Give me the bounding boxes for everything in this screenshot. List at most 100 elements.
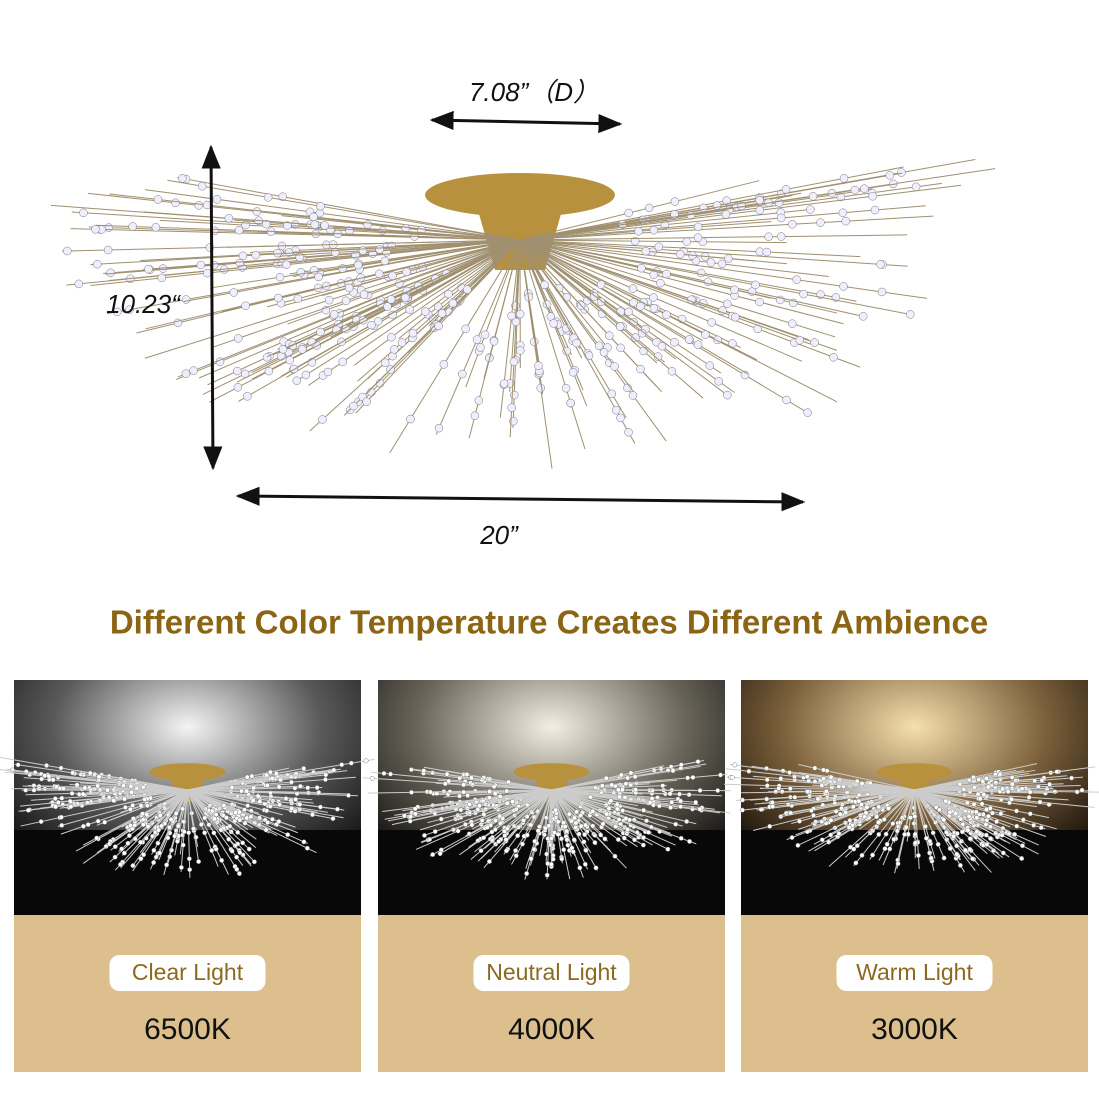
crystal xyxy=(600,821,606,827)
crystal xyxy=(202,830,208,836)
crystal xyxy=(510,799,515,805)
panels: Clear Light 6500K Neutral Light 4000K Warm L… xyxy=(0,680,1099,1072)
crystal xyxy=(986,813,991,819)
crystal xyxy=(548,861,554,867)
wire xyxy=(759,787,915,791)
crystal xyxy=(788,319,797,328)
crystal xyxy=(941,855,947,861)
crystal xyxy=(678,835,684,841)
crystal xyxy=(636,302,645,311)
crystal xyxy=(853,860,859,866)
crystal xyxy=(1020,843,1025,849)
crystal xyxy=(543,825,548,831)
crystal xyxy=(181,295,191,304)
crystal xyxy=(782,395,791,405)
canopy xyxy=(876,763,953,781)
crystal xyxy=(625,826,631,832)
crystal xyxy=(246,846,252,852)
wire xyxy=(511,789,552,865)
crystal xyxy=(322,777,328,783)
crystal xyxy=(947,809,953,815)
crystal xyxy=(74,279,84,289)
crystal xyxy=(572,338,581,348)
crystal xyxy=(967,846,973,852)
crystal xyxy=(277,802,283,808)
crystal xyxy=(614,801,620,807)
crystal xyxy=(649,293,658,302)
wire xyxy=(174,789,188,856)
crystal xyxy=(296,267,306,277)
crystal xyxy=(706,258,716,267)
wire xyxy=(914,789,1069,801)
crystal xyxy=(223,815,229,821)
crystal xyxy=(74,782,80,788)
crystal xyxy=(317,804,323,810)
crystal xyxy=(667,366,677,376)
crystal xyxy=(430,852,436,857)
panel-temperature: 6500K xyxy=(144,1013,231,1046)
crystal xyxy=(464,772,470,777)
crystal xyxy=(164,862,170,868)
wire xyxy=(914,789,988,855)
crystal xyxy=(656,803,662,809)
crystal xyxy=(805,789,810,795)
crystal xyxy=(943,829,949,835)
crystal xyxy=(221,802,227,808)
crystal xyxy=(961,786,967,792)
crystal xyxy=(714,377,723,386)
crystal xyxy=(58,765,64,771)
crystal xyxy=(490,838,495,844)
crystal xyxy=(859,781,865,786)
crystal xyxy=(381,770,387,776)
crystal xyxy=(127,806,133,812)
crystal xyxy=(780,768,786,774)
wire xyxy=(519,166,904,241)
crystal xyxy=(524,832,530,838)
crystal xyxy=(816,218,825,227)
crystal xyxy=(1079,787,1085,793)
crystal xyxy=(234,334,243,343)
crystal xyxy=(524,871,530,876)
crystal xyxy=(106,268,115,278)
panel-label: Warm Light xyxy=(856,959,973,985)
crystal xyxy=(634,227,643,236)
wire xyxy=(19,789,188,807)
crystal xyxy=(821,767,826,773)
crystal xyxy=(555,819,561,825)
crystal xyxy=(314,272,323,282)
crystal xyxy=(1000,850,1006,856)
wire xyxy=(914,789,974,860)
crystal xyxy=(599,783,605,789)
crystal xyxy=(189,366,198,375)
crystal xyxy=(838,208,848,218)
crystal xyxy=(316,790,322,795)
crystal xyxy=(549,319,558,328)
crystal xyxy=(564,837,570,843)
canopy xyxy=(425,173,615,217)
crystal xyxy=(273,248,282,258)
wire xyxy=(480,789,552,859)
crystal xyxy=(667,791,673,797)
crystal xyxy=(513,806,519,812)
wire xyxy=(551,789,589,870)
crystal xyxy=(38,819,44,825)
crystal xyxy=(603,775,609,781)
crystal xyxy=(598,789,604,795)
crystal xyxy=(472,335,482,344)
crystal xyxy=(504,788,510,794)
heading: Different Color Temperature Creates Diff… xyxy=(110,604,988,641)
wire xyxy=(446,770,552,791)
crystal xyxy=(304,845,310,851)
crystal xyxy=(732,762,738,768)
wire xyxy=(357,239,521,382)
crystal xyxy=(288,774,294,780)
crystal xyxy=(549,835,554,841)
crystal xyxy=(804,774,810,780)
crystal xyxy=(795,335,805,345)
crystal xyxy=(119,846,125,852)
wire xyxy=(519,239,722,374)
crystal xyxy=(386,295,396,304)
crystal xyxy=(717,259,727,269)
crystal xyxy=(897,168,906,177)
crystal xyxy=(746,768,752,774)
